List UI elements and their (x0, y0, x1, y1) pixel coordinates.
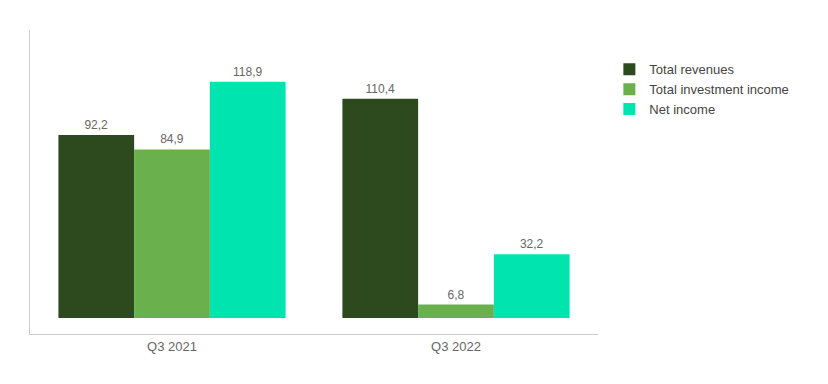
svg-text:Total revenues: Total revenues (649, 62, 734, 77)
svg-text:6,8: 6,8 (447, 288, 464, 302)
svg-text:Net income: Net income (649, 102, 715, 117)
svg-text:Q3 2022: Q3 2022 (431, 339, 481, 354)
svg-text:92,2: 92,2 (84, 118, 108, 132)
svg-text:32,2: 32,2 (520, 237, 544, 251)
svg-text:110,4: 110,4 (366, 82, 395, 96)
svg-text:Q3 2021: Q3 2021 (147, 339, 197, 354)
svg-text:118,9: 118,9 (233, 65, 262, 79)
svg-text:84,9: 84,9 (160, 132, 184, 146)
svg-text:Total investment income: Total investment income (649, 82, 788, 97)
